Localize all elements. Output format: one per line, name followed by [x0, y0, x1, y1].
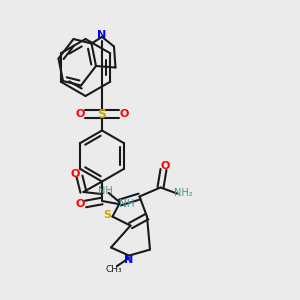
- Text: NH: NH: [119, 199, 135, 209]
- Text: O: O: [75, 199, 85, 209]
- Text: S: S: [103, 210, 111, 220]
- Text: N: N: [98, 29, 106, 40]
- Text: NH: NH: [98, 185, 112, 196]
- Text: CH₃: CH₃: [106, 266, 122, 274]
- Text: O: O: [75, 109, 85, 119]
- Text: O: O: [119, 109, 129, 119]
- Text: N: N: [124, 255, 134, 265]
- Text: S: S: [98, 107, 106, 121]
- Text: O: O: [70, 169, 80, 179]
- Text: O: O: [160, 161, 170, 171]
- Text: NH₂: NH₂: [174, 188, 193, 199]
